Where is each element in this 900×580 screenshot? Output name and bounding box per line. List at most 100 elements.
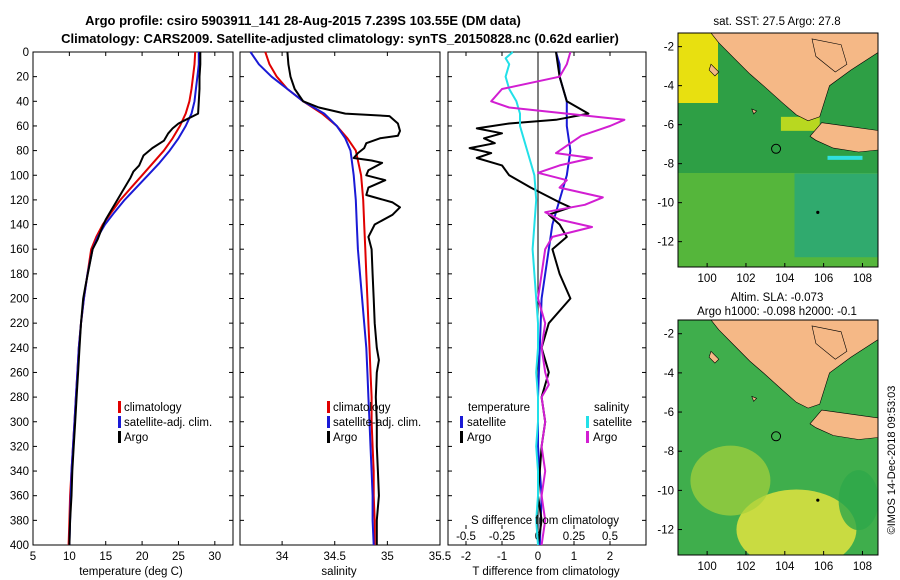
map-x-tick-label: 102: [736, 273, 755, 285]
sla-mid-patch: [690, 445, 771, 516]
land-4: [751, 108, 758, 115]
map-y-tick-label: -6: [664, 407, 674, 419]
difference-panel: -2 -1 0 1 2-0.5 -0.25 0 0.25 0.5: [447, 51, 647, 563]
salinity-legend: climatology satellite-adj. clim. Argo: [327, 401, 421, 444]
y-tick-label: 360: [10, 491, 29, 503]
legend-heading-temperature: temperature: [468, 402, 530, 414]
cyan-strip: [827, 155, 863, 160]
plot-area: [32, 51, 234, 546]
map-x-tick-label: 102: [736, 561, 755, 573]
sla-map: 100 102 104 106 108 -2 -4 -6 -8 -10 -12: [657, 319, 879, 573]
y-tick-label: 100: [10, 170, 29, 182]
x-tick-label: 15: [99, 551, 112, 563]
map-x-tick-label: 106: [814, 561, 833, 573]
difference-legend: temperature satellite Argo salinity sate…: [460, 402, 632, 444]
y-tick-label: 320: [10, 441, 29, 453]
x-tick-label: 25: [172, 551, 185, 563]
x-tick-label: 35.5: [429, 551, 451, 563]
map-field: [678, 33, 878, 267]
map-x-tick-label: 100: [698, 273, 717, 285]
legend-swatch-satellite: [327, 416, 330, 428]
y-tick-label: 40: [16, 96, 29, 108]
land-3: [708, 63, 720, 77]
legend-label-s-satellite: satellite: [593, 417, 632, 429]
argo-position-marker: [771, 143, 782, 154]
sla-map-title-line2: Argo h1000: -0.098 h2000: -0.1: [697, 306, 857, 318]
series-argo: [286, 51, 401, 545]
map-y-tick-label: -10: [657, 485, 674, 497]
legend-swatch-satellite: [118, 416, 121, 428]
x-tick-label: 10: [63, 551, 76, 563]
land-1: [809, 409, 878, 440]
legend-swatch-t-satellite: [460, 416, 463, 428]
x-tick-label: 35: [381, 551, 394, 563]
temperature-legend: climatology satellite-adj. clim. Argo: [118, 401, 212, 444]
land-2: [811, 38, 848, 73]
sla-high-patch: [736, 489, 857, 555]
plot-area: [239, 51, 441, 546]
x-tick-label: 20: [136, 551, 149, 563]
map-y-tick-label: -10: [657, 198, 674, 210]
y-tick-label: 200: [10, 294, 29, 306]
legend-label-argo: Argo: [124, 432, 148, 444]
map-x-tick-label: 108: [853, 561, 872, 573]
y-tick-label: 220: [10, 318, 29, 330]
map-x-tick-label: 104: [775, 273, 795, 285]
map-frame: [677, 32, 879, 268]
sst-map-title: sat. SST: 27.5 Argo: 27.8: [713, 16, 840, 28]
map-y-tick-label: -2: [664, 329, 674, 341]
salinity-panel: 34 34.5 35 35.5: [239, 51, 451, 563]
map-y-tick-label: -4: [664, 81, 675, 93]
argo-position-marker: [771, 431, 782, 442]
land-2: [811, 325, 848, 360]
land-3: [708, 350, 720, 364]
y-tick-label: 260: [10, 367, 29, 379]
legend-label-t-satellite: satellite: [467, 417, 506, 429]
x-tick-label: 30: [208, 551, 221, 563]
x-tick-label: 34.5: [324, 551, 346, 563]
legend-label-s-argo: Argo: [593, 432, 617, 444]
y-tick-label: 20: [16, 72, 29, 84]
y-tick-label: 60: [16, 121, 29, 133]
legend-heading-salinity: salinity: [594, 402, 629, 414]
sst-map: 100 102 104 106 108 -2 -4 -6 -8 -10 -12: [657, 32, 879, 285]
y-tick-label: 340: [10, 466, 29, 478]
legend-swatch-argo: [327, 431, 330, 443]
map-x-tick-label: 108: [853, 273, 872, 285]
sla-low-patch: [838, 470, 878, 531]
legend-swatch-t-argo: [460, 431, 463, 443]
y-tick-label: 120: [10, 195, 29, 207]
map-field: [678, 320, 878, 555]
series-s-satellite: [504, 51, 539, 546]
s-difference-label: S difference from climatology: [471, 515, 619, 527]
x-tick-label: -1: [497, 551, 507, 563]
legend-swatch-argo: [118, 431, 121, 443]
y-tick-label: 400: [10, 540, 29, 552]
sla-map-title-line1: Altim. SLA: -0.073: [731, 292, 824, 304]
x-tick-label: 0: [535, 551, 541, 563]
legend-label-climatology: climatology: [333, 402, 391, 414]
x-tick-label: -2: [461, 551, 471, 563]
island-dot: [816, 210, 820, 214]
island-dot: [816, 498, 820, 502]
legend-label-argo: Argo: [333, 432, 357, 444]
map-y-tick-label: -12: [657, 237, 674, 249]
map-x-tick-label: 104: [775, 561, 795, 573]
y-tick-label: 380: [10, 515, 29, 527]
map-frame: [677, 319, 879, 556]
land-4: [751, 395, 758, 402]
map-y-tick-label: -6: [664, 120, 674, 132]
series-argo: [68, 52, 202, 546]
y-tick-label: 300: [10, 417, 29, 429]
y-tick-label: 280: [10, 392, 29, 404]
map-y-tick-label: -12: [657, 525, 674, 537]
land-1: [809, 122, 878, 153]
y-tick-label: 140: [10, 220, 29, 232]
legend-swatch-climatology: [327, 401, 330, 413]
y-tick-label: 160: [10, 244, 29, 256]
map-y-tick-label: -8: [664, 446, 674, 458]
map-x-tick-label: 100: [698, 561, 717, 573]
cool-patch: [794, 173, 878, 258]
x-tick-label: 1: [571, 551, 577, 563]
